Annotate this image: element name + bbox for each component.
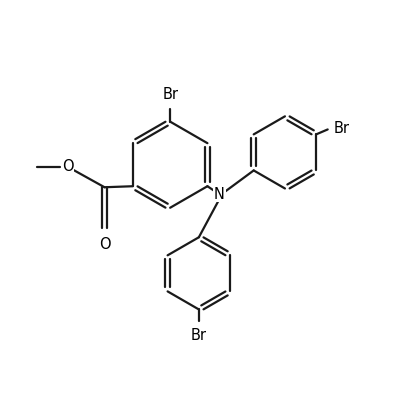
Text: N: N xyxy=(213,187,224,202)
Text: O: O xyxy=(99,237,110,252)
Text: Br: Br xyxy=(333,121,348,136)
Text: Br: Br xyxy=(162,87,178,102)
Text: Br: Br xyxy=(190,328,207,343)
Text: O: O xyxy=(62,159,73,174)
